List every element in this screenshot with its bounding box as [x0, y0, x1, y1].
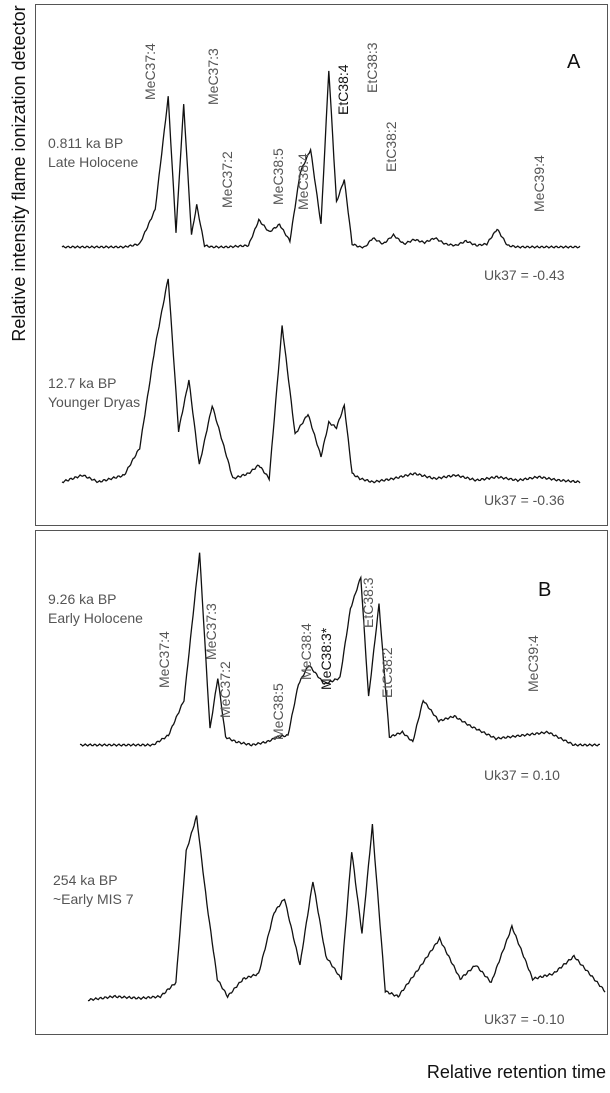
peak-label: EtC38:4 [335, 64, 351, 115]
peak-label: MeC37:3 [203, 603, 219, 660]
trace-line-b-1 [87, 815, 606, 1002]
peak-label: EtC38:2 [379, 647, 395, 698]
sample-label: Younger Dryas [48, 394, 140, 410]
peak-label: MeC38:5 [270, 148, 286, 205]
peak-label: MeC38:4 [295, 153, 311, 210]
trace-line-a-0 [61, 70, 581, 249]
y-axis-label: Relative intensity flame ionization dete… [9, 5, 29, 342]
uk37-value: Uk37 = -0.36 [484, 492, 565, 508]
panel-letter-b: B [538, 579, 551, 601]
peak-label: MeC37:2 [217, 661, 233, 718]
trace-line-a-1 [61, 278, 581, 484]
peak-label: MeC37:4 [142, 43, 158, 100]
sample-label: 0.811 ka BP [48, 135, 123, 151]
uk37-value: Uk37 = -0.43 [484, 267, 565, 283]
sample-label: 12.7 ka BP [48, 375, 117, 391]
peak-label: EtC38:3 [364, 42, 380, 93]
peak-label: MeC38:5 [270, 683, 286, 740]
panel-letter-a: A [567, 51, 581, 73]
panel-a-frame [35, 4, 608, 526]
peak-label: MeC37:2 [219, 151, 235, 208]
peak-label: MeC38:3* [318, 627, 334, 690]
peak-label: MeC37:4 [156, 631, 172, 688]
peak-label: EtC38:3 [360, 577, 376, 628]
peak-label: EtC38:2 [383, 121, 399, 172]
sample-label: 254 ka BP [53, 872, 118, 888]
peak-label: MeC38:4 [298, 623, 314, 680]
uk37-value: Uk37 = -0.10 [484, 1011, 565, 1027]
sample-label: Late Holocene [48, 154, 139, 170]
sample-label: ~Early MIS 7 [53, 891, 134, 907]
trace-line-b-0 [79, 552, 600, 747]
sample-label: 9.26 ka BP [48, 591, 117, 607]
peak-label: MeC39:4 [525, 635, 541, 692]
uk37-value: Uk37 = 0.10 [484, 767, 560, 783]
peak-label: MeC39:4 [531, 155, 547, 212]
sample-label: Early Holocene [48, 610, 143, 626]
x-axis-label: Relative retention time [426, 1062, 606, 1082]
peak-label: MeC37:3 [205, 48, 221, 105]
panel-b-frame [35, 530, 608, 1035]
